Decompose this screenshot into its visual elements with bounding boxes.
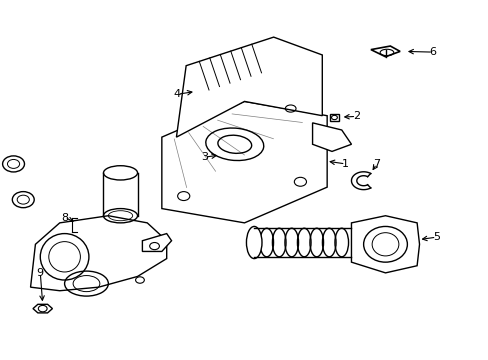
- Text: 1: 1: [342, 159, 348, 169]
- Text: 2: 2: [352, 111, 359, 121]
- Polygon shape: [370, 46, 399, 57]
- Text: 5: 5: [432, 232, 439, 242]
- Polygon shape: [33, 304, 52, 313]
- Text: 7: 7: [372, 159, 380, 169]
- Polygon shape: [329, 114, 339, 121]
- Polygon shape: [312, 123, 351, 152]
- Text: 6: 6: [429, 47, 436, 57]
- Polygon shape: [162, 102, 326, 223]
- Polygon shape: [351, 216, 419, 273]
- Ellipse shape: [246, 226, 262, 258]
- Text: 9: 9: [37, 268, 44, 278]
- Text: 8: 8: [61, 212, 68, 222]
- Text: 3: 3: [201, 152, 208, 162]
- Polygon shape: [142, 234, 171, 251]
- Polygon shape: [176, 37, 322, 137]
- Polygon shape: [30, 216, 166, 291]
- Text: 4: 4: [173, 89, 181, 99]
